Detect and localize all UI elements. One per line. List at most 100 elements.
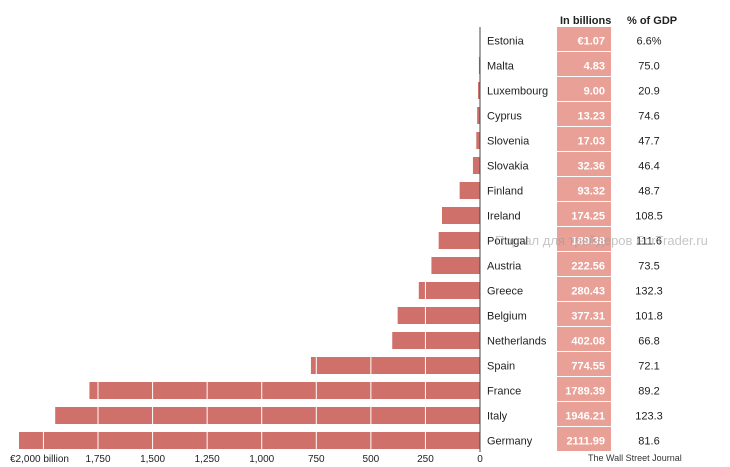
bar-germany: [19, 432, 480, 449]
country-label: Spain: [487, 361, 515, 373]
value-label: 1946.21: [565, 411, 605, 423]
gdp-value: 75.0: [638, 61, 659, 73]
value-cell: [557, 152, 611, 176]
bar-slovakia: [472, 157, 480, 174]
country-label: Germany: [487, 436, 533, 448]
country-label: Finland: [487, 186, 523, 198]
value-column-header: In billions: [560, 15, 612, 27]
gdp-value: 48.7: [638, 186, 659, 198]
gdp-value: 132.3: [635, 286, 663, 298]
value-label: 32.36: [577, 161, 605, 173]
bar-france: [89, 382, 481, 399]
bars-group: [19, 32, 481, 449]
bar-italy: [55, 407, 481, 424]
bar-belgium: [397, 307, 480, 324]
x-tick-label: 0: [477, 454, 483, 465]
country-label: Malta: [487, 61, 515, 73]
value-cell: [557, 252, 611, 276]
value-label: 174.25: [571, 211, 605, 223]
value-cell: [557, 27, 611, 51]
x-tick-label: 500: [363, 454, 380, 465]
value-cell: [557, 202, 611, 226]
value-cell: [557, 102, 611, 126]
value-cell: [557, 177, 611, 201]
gdp-value: 73.5: [638, 261, 659, 273]
bar-gridlines: [42, 282, 426, 449]
value-cell: [557, 352, 611, 376]
x-tick-label: 1,250: [195, 454, 220, 465]
gdp-value: 66.8: [638, 336, 659, 348]
bar-ireland: [441, 207, 480, 224]
value-cell: [557, 302, 611, 326]
bar-malta: [478, 57, 480, 74]
value-cell: [557, 127, 611, 151]
value-label: 17.03: [577, 136, 605, 148]
value-label: 774.55: [571, 361, 605, 373]
value-label: 1789.39: [565, 386, 605, 398]
gdp-value: 20.9: [638, 86, 659, 98]
bar-luxembourg: [478, 82, 480, 99]
country-label: Cyprus: [487, 111, 522, 123]
x-tick-label: 250: [417, 454, 434, 465]
value-cell: [557, 377, 611, 401]
gdp-value: 108.5: [635, 211, 663, 223]
country-label: Austria: [487, 261, 522, 273]
value-label: 222.56: [571, 261, 605, 273]
gdp-value: 6.6%: [636, 36, 661, 48]
country-label: Belgium: [487, 311, 527, 323]
value-label: 189.38: [571, 236, 605, 248]
x-axis-ticks: 0 250 500 750 1,000 1,250 1,500 1,750 €2,000 bil…: [10, 454, 483, 465]
bar-spain: [310, 357, 480, 374]
value-cell: [557, 402, 611, 426]
country-label: France: [487, 386, 521, 398]
value-label: 2111.99: [566, 436, 605, 448]
gdp-value: 89.2: [638, 386, 659, 398]
gdp-value: 74.6: [638, 111, 659, 123]
country-label: Portugal: [487, 236, 528, 248]
value-label: 377.31: [571, 311, 605, 323]
x-tick-label: 1,000: [249, 454, 274, 465]
value-cell: [557, 277, 611, 301]
bar-portugal: [438, 232, 480, 249]
gdp-value: 72.1: [638, 361, 659, 373]
value-cell: [557, 327, 611, 351]
value-label: 9.00: [584, 86, 605, 98]
country-label: Slovenia: [487, 136, 530, 148]
bar-slovenia: [476, 132, 480, 149]
value-label: 93.32: [577, 186, 605, 198]
value-label: 402.08: [571, 336, 605, 348]
value-cells-group: €1.07 4.83 9.00 13.23 17.03 32.36 93.32 174.25 1…: [557, 27, 611, 451]
gdp-value: 46.4: [638, 161, 659, 173]
bar-netherlands: [392, 332, 480, 349]
gdp-value: 111.6: [636, 236, 662, 248]
x-tick-label: 1,500: [140, 454, 165, 465]
gdp-value: 101.8: [635, 311, 663, 323]
watermark: Портал для трейдеров ForTrader.ru: [495, 233, 708, 248]
value-label: 13.23: [577, 111, 605, 123]
country-label: Estonia: [487, 36, 525, 48]
value-cell: [557, 427, 611, 451]
x-tick-label: 750: [308, 454, 325, 465]
x-tick-label: 1,750: [85, 454, 110, 465]
gdp-value: 47.7: [638, 136, 659, 148]
country-labels-group: Estonia Malta Luxembourg Cyprus Slovenia Slov…: [487, 36, 548, 448]
source-credit: The Wall Street Journal: [588, 453, 682, 463]
country-label: Luxembourg: [487, 86, 548, 98]
value-cell: [557, 227, 611, 251]
bar-finland: [459, 182, 480, 199]
country-label: Slovakia: [487, 161, 529, 173]
gdp-column-group: 6.6% 75.0 20.9 74.6 47.7 46.4 48.7 108.5 111.6 73…: [635, 36, 663, 448]
gdp-value: 123.3: [635, 411, 663, 423]
value-cell: [557, 77, 611, 101]
value-label: 4.83: [584, 61, 605, 73]
country-label: Greece: [487, 286, 523, 298]
gdp-column-header: % of GDP: [627, 15, 678, 27]
country-label: Ireland: [487, 211, 521, 223]
bar-austria: [431, 257, 480, 274]
gdp-value: 81.6: [638, 436, 659, 448]
bar-greece: [418, 282, 480, 299]
value-label: 280.43: [571, 286, 605, 298]
x-tick-label: €2,000 billion: [10, 454, 69, 465]
bar-cyprus: [477, 107, 480, 124]
